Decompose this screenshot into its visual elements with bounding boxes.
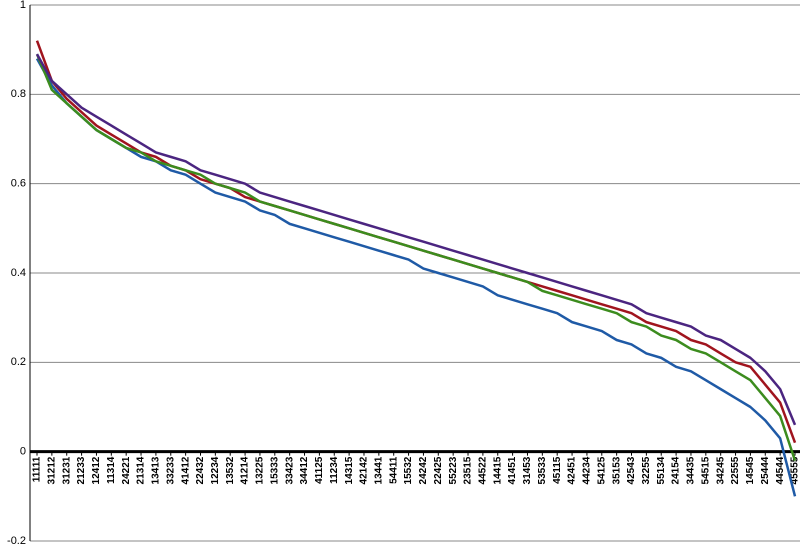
x-tick-label: 41214 <box>240 456 251 484</box>
x-tick-label: 12412 <box>91 456 102 484</box>
x-tick-label: 54515 <box>700 456 711 484</box>
y-tick-label: 0.4 <box>11 267 26 279</box>
x-tick-label: 41412 <box>180 456 191 484</box>
x-tick-label: 34245 <box>715 456 726 484</box>
x-tick-label: 41451 <box>507 456 518 484</box>
y-tick-label: 1 <box>20 0 26 11</box>
x-tick-label: 34412 <box>299 456 310 484</box>
x-tick-label: 15333 <box>269 456 280 484</box>
x-tick-label: 31212 <box>47 456 58 484</box>
x-tick-label: 22432 <box>195 456 206 484</box>
x-tick-label: 33233 <box>165 456 176 484</box>
x-tick-label: 35153 <box>611 456 622 484</box>
x-tick-label: 13225 <box>255 456 266 484</box>
x-tick-label: 44544 <box>775 456 786 484</box>
x-tick-label: 23515 <box>463 456 474 484</box>
series-line <box>35 57 797 497</box>
x-tick-label: 33423 <box>284 456 295 484</box>
x-tick-label: 42142 <box>359 456 370 484</box>
x-tick-label: 32255 <box>641 456 652 484</box>
x-tick-label: 42451 <box>567 456 578 484</box>
x-tick-label: 14415 <box>492 456 503 484</box>
x-tick-label: 34435 <box>686 456 697 484</box>
x-tick-label: 13532 <box>225 456 236 484</box>
x-tick-label: 13413 <box>151 456 162 484</box>
x-tick-label: 13441 <box>373 456 384 484</box>
x-tick-label: 14315 <box>344 456 355 484</box>
y-tick-label: 0.2 <box>11 356 26 368</box>
x-tick-label: 44234 <box>582 456 593 484</box>
series-line <box>35 40 797 444</box>
x-tick-label: 14545 <box>745 456 756 484</box>
x-tick-label: 54125 <box>596 456 607 484</box>
y-tick-label: 0.6 <box>11 178 26 190</box>
y-tick-label: -0.2 <box>7 535 26 545</box>
x-tick-label: 11111 <box>32 456 43 482</box>
x-tick-label: 24221 <box>121 456 132 484</box>
x-tick-label: 42543 <box>626 456 637 484</box>
x-tick-label: 15532 <box>403 456 414 484</box>
x-tick-label: 55223 <box>448 456 459 484</box>
x-tick-label: 31231 <box>61 456 72 484</box>
x-tick-label: 11234 <box>329 456 340 484</box>
y-tick-label: 0 <box>20 446 26 458</box>
x-tick-label: 21233 <box>76 456 87 484</box>
x-tick-label: 12234 <box>210 456 221 484</box>
x-tick-label: 54411 <box>388 456 399 484</box>
x-tick-label: 24242 <box>418 456 429 484</box>
series-line <box>35 53 797 426</box>
series-line <box>35 53 797 461</box>
x-tick-label: 24154 <box>671 456 682 484</box>
x-tick-label: 25444 <box>760 456 771 484</box>
x-tick-label: 44522 <box>478 456 489 484</box>
x-tick-label: 11314 <box>106 456 117 484</box>
x-tick-label: 31453 <box>522 456 533 484</box>
x-tick-label: 45115 <box>552 456 563 484</box>
x-tick-label: 21314 <box>136 456 147 484</box>
x-tick-label: 41125 <box>314 456 325 484</box>
x-tick-label: 22425 <box>433 456 444 484</box>
y-tick-label: 0.8 <box>11 88 26 100</box>
x-tick-label: 55134 <box>656 456 667 484</box>
x-tick-label: 22555 <box>730 456 741 484</box>
x-tick-label: 45555 <box>790 456 800 484</box>
x-tick-label: 53533 <box>537 456 548 484</box>
